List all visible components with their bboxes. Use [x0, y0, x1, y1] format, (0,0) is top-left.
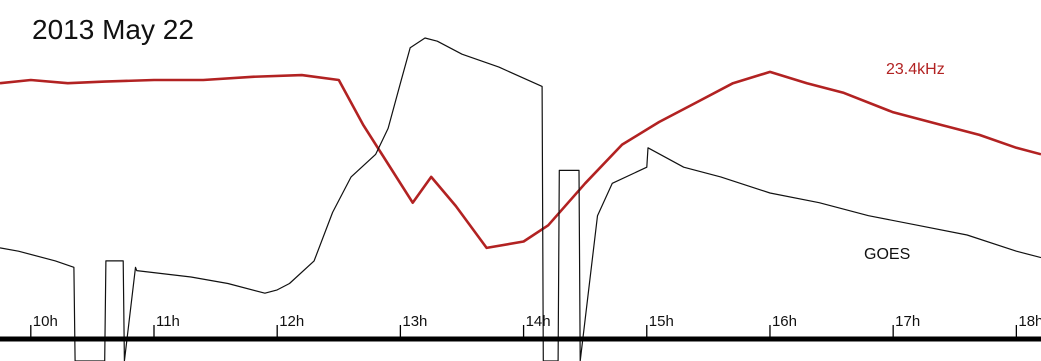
series-layer [0, 37, 1041, 361]
series-line-goes [0, 37, 1041, 361]
tick-label: 14h [526, 313, 551, 330]
chart-title: 2013 May 22 [32, 14, 194, 45]
tick-layer: 10h 11h 12h 13h 14h 15h 16h 17h 18h [30, 313, 1041, 340]
tick-label: 11h [156, 313, 180, 330]
tick-label: 17h [895, 313, 920, 330]
tick-label: 16h [772, 313, 797, 330]
tick-label: 12h [279, 313, 304, 330]
tick-label: 18h [1018, 313, 1041, 330]
tick-label: 15h [649, 313, 674, 330]
series-line-23-4khz [0, 70, 1041, 250]
tick-label: 13h [402, 313, 427, 330]
series-label-23-4khz: 23.4kHz [886, 61, 945, 78]
tick-label: 10h [33, 313, 58, 330]
series-label-goes: GOES [864, 246, 910, 263]
